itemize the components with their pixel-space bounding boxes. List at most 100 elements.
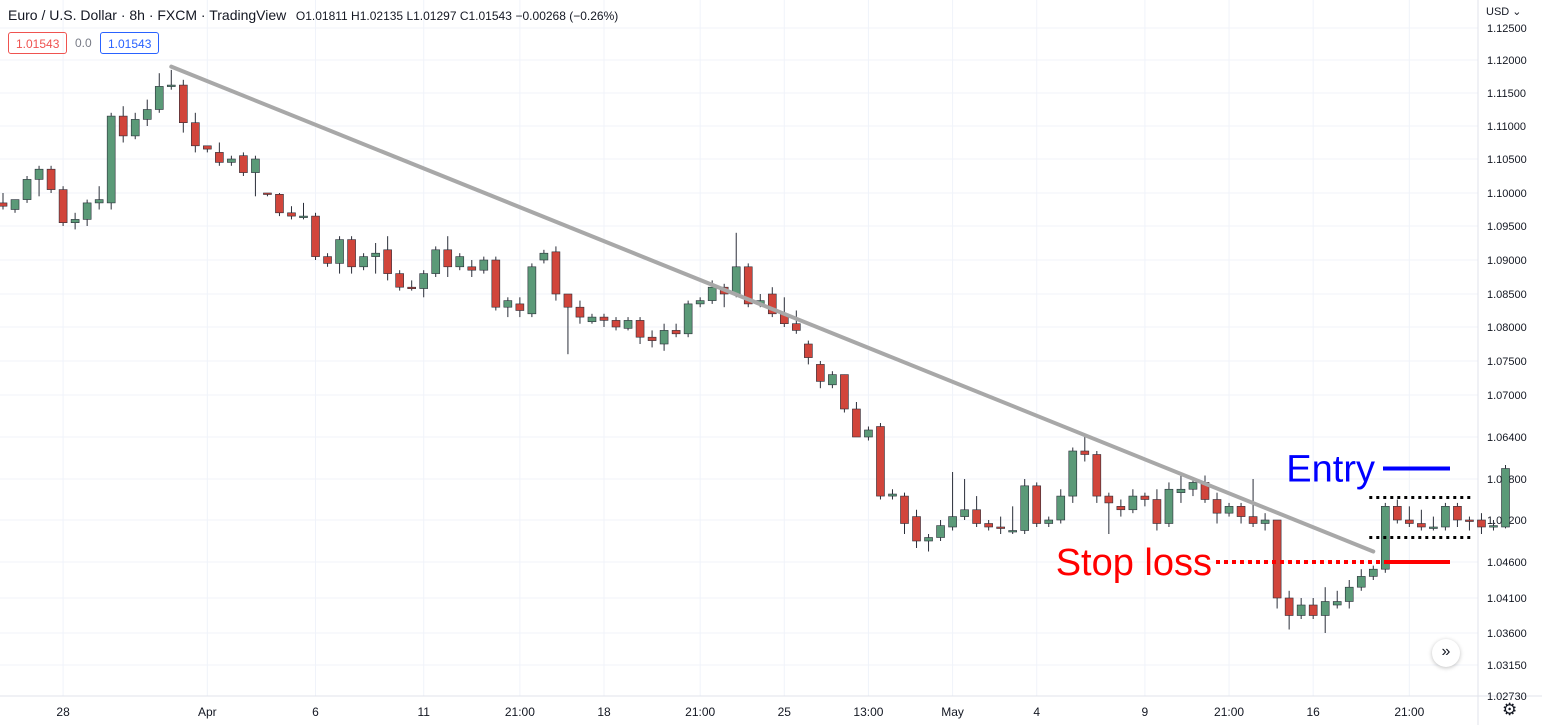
candle-body <box>1176 488 1186 493</box>
price-tick-label: 1.09500 <box>1487 221 1527 233</box>
candle-body <box>900 495 909 524</box>
candle-body <box>70 219 80 223</box>
candle-body <box>888 493 897 497</box>
candle-body <box>731 266 741 295</box>
candle-body <box>1092 454 1102 497</box>
candle-body <box>0 202 8 207</box>
candle-body <box>22 179 32 200</box>
candle-body <box>695 300 705 305</box>
candle-body <box>767 293 777 315</box>
candle-body <box>1104 495 1114 504</box>
candle-body <box>1453 506 1462 521</box>
currency-dropdown[interactable]: USD ⌄ <box>1486 6 1522 18</box>
candle-body <box>34 168 44 180</box>
scroll-to-realtime-button[interactable]: » <box>1432 639 1460 667</box>
time-tick-label: 6 <box>312 705 319 719</box>
candle-body <box>1140 495 1150 500</box>
stop-loss-label: Stop loss <box>1056 542 1212 584</box>
symbol-title[interactable]: Euro / U.S. Dollar · 8h · FXCM · Trading… <box>8 7 287 23</box>
annotations[interactable]: Entry Stop loss <box>1056 449 1474 585</box>
candle-body <box>239 155 248 173</box>
candle-body <box>671 330 681 335</box>
candle-body <box>924 537 933 542</box>
price-tick-label: 1.07500 <box>1487 356 1527 368</box>
candle-body <box>852 408 861 438</box>
time-tick-label: 21:00 <box>685 705 715 719</box>
candle-body <box>1429 526 1438 529</box>
trendline-segment <box>169 64 1376 554</box>
buy-price-button[interactable]: 1.01543 <box>100 32 160 54</box>
candle-body <box>1501 468 1510 528</box>
candle-body <box>1056 495 1066 521</box>
candle-body <box>936 525 945 538</box>
entry-label: Entry <box>1286 449 1375 491</box>
sell-price-button[interactable]: 1.01543 <box>8 32 68 54</box>
candle-body <box>984 523 993 528</box>
price-tick-label: 1.10500 <box>1487 154 1527 166</box>
candle-body <box>1356 576 1366 588</box>
candle-body <box>1393 506 1402 521</box>
candle-body <box>179 84 188 124</box>
time-tick-label: 28 <box>56 705 70 719</box>
candle-body <box>1296 604 1306 616</box>
candle-body <box>659 330 669 345</box>
candle-body <box>1320 601 1330 616</box>
price-tick-label: 1.09000 <box>1487 255 1527 267</box>
candle-body <box>118 115 128 137</box>
gear-icon[interactable]: ⚙ <box>1502 700 1518 719</box>
candle-body <box>804 343 813 358</box>
candle-body <box>359 256 368 268</box>
candle-body <box>431 249 441 274</box>
candle-body <box>395 273 404 288</box>
chart-header: Euro / U.S. Dollar · 8h · FXCM · Trading… <box>8 7 618 23</box>
time-tick-label: 21:00 <box>505 705 535 719</box>
candle-body <box>335 239 344 264</box>
candle-body <box>876 426 885 497</box>
candle-body <box>1068 450 1078 497</box>
candle-body <box>1116 506 1126 511</box>
candle-body <box>94 199 104 204</box>
candle-body <box>142 109 152 120</box>
price-tick-label: 1.06400 <box>1487 432 1527 444</box>
ohlc-values: O1.01811 H1.02135 L1.01297 C1.01543 <box>295 9 512 23</box>
candle-body <box>1080 450 1090 455</box>
candle-body <box>647 336 657 341</box>
price-tick-label: 1.12500 <box>1487 23 1527 35</box>
candle-body <box>816 364 825 382</box>
candle-body <box>683 303 693 335</box>
candle-body <box>1260 519 1270 524</box>
time-tick-label: 21:00 <box>1214 705 1244 719</box>
candle-body <box>864 429 873 438</box>
candle-body <box>1164 488 1174 524</box>
candles <box>0 69 1510 633</box>
candle-body <box>443 249 453 268</box>
candle-body <box>840 374 849 410</box>
candle-body <box>311 215 320 257</box>
time-axis[interactable]: 28 Apr 6 11 21:00 18 21:00 25 13:00 May 4 9 21:00 16 2… <box>56 705 1424 719</box>
candle-body <box>299 215 308 218</box>
price-tick-label: 1.02730 <box>1487 691 1527 703</box>
candle-body <box>106 115 116 204</box>
candle-body <box>1044 519 1054 524</box>
candle-body <box>130 119 140 137</box>
candle-body <box>1128 495 1138 511</box>
price-tick-label: 1.08000 <box>1487 322 1527 334</box>
candle-body <box>166 84 176 87</box>
candle-body <box>10 199 20 210</box>
price-axis[interactable]: 1.12500 1.12000 1.11500 1.11000 1.10500 1.100… <box>1487 23 1527 703</box>
candle-body <box>792 323 801 331</box>
candle-body <box>1344 586 1354 602</box>
time-tick-label: May <box>941 705 964 719</box>
time-tick-label: 4 <box>1033 705 1040 719</box>
candle-body <box>1368 568 1378 577</box>
candle-body <box>383 249 392 274</box>
price-tick-label: 1.03150 <box>1487 660 1527 672</box>
price-tick-label: 1.04100 <box>1487 593 1527 605</box>
candle-body <box>1308 604 1318 616</box>
candle-body <box>251 158 260 173</box>
candle-body <box>407 286 416 290</box>
candle-body <box>263 192 272 195</box>
trendline[interactable] <box>169 64 1376 554</box>
candle-body <box>191 122 200 147</box>
